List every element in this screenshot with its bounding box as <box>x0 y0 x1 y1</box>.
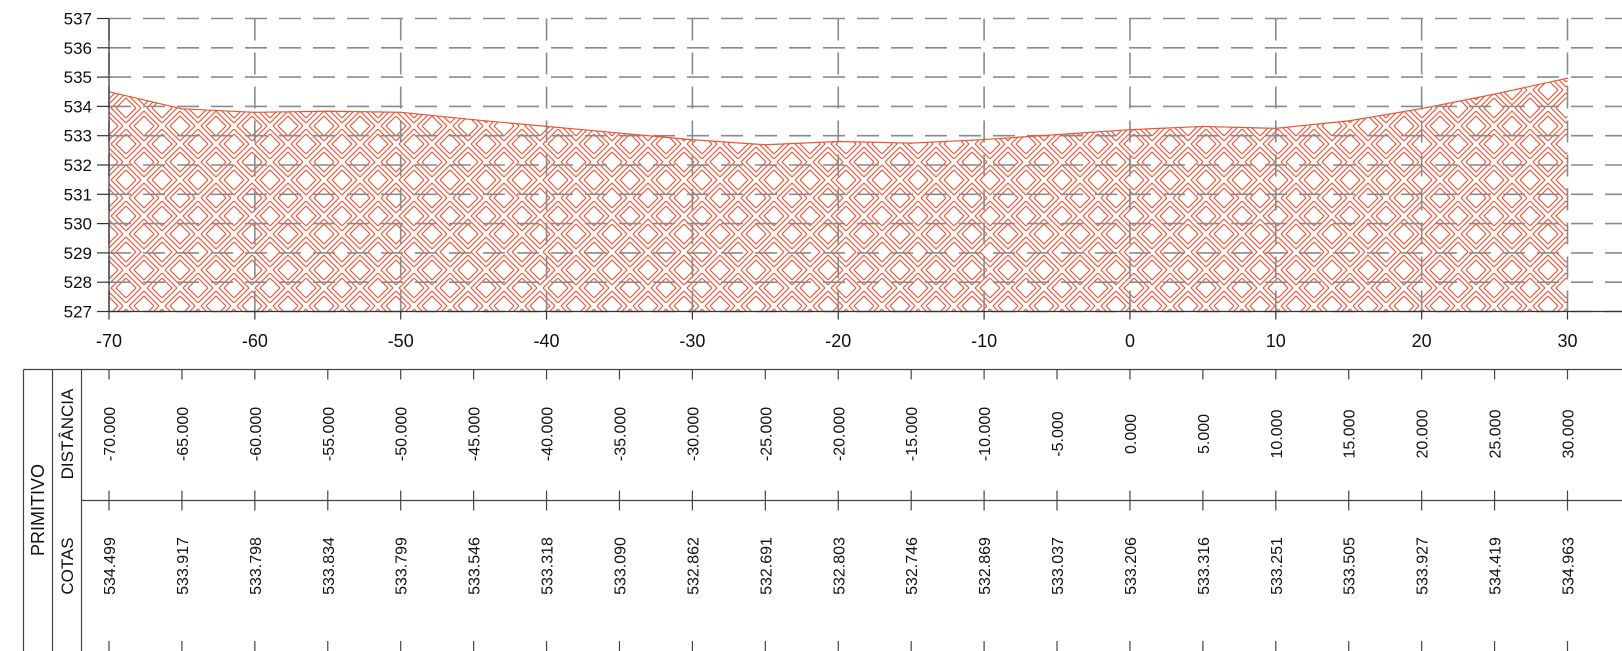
table-cell: -5.000 <box>1050 411 1067 456</box>
y-tick-label: 532 <box>64 156 92 175</box>
y-tick-label: 534 <box>64 97 92 116</box>
data-point <box>181 108 183 110</box>
table-cell: 25.000 <box>1488 409 1505 458</box>
data-table: PRIMITIVO DISTÂNCIA -70.000 -65.000 -60.000 -… <box>22 368 1622 651</box>
table-cell: -60.000 <box>248 407 265 461</box>
y-tick-label: 530 <box>64 215 92 234</box>
data-point <box>837 140 840 143</box>
data-point <box>1275 127 1277 130</box>
table-cell: 533.546 <box>467 537 484 595</box>
plot-area: 527 528 529 530 531 532 533 534 535 536 537 -70 -60 -… <box>64 10 1622 351</box>
table-cell: 533.206 <box>1123 537 1140 595</box>
table-cell: -20.000 <box>831 407 848 461</box>
data-point <box>1056 133 1058 136</box>
table-cell: 533.318 <box>540 537 557 595</box>
table-row-label: COTAS <box>58 537 77 594</box>
x-tick-label: -40 <box>534 331 560 351</box>
table-cell: -55.000 <box>321 407 338 461</box>
table-cell: 532.691 <box>758 537 775 595</box>
table-row-label: DISTÂNCIA <box>58 388 77 479</box>
table-cell: -50.000 <box>394 407 411 461</box>
table-cell: 533.917 <box>175 537 192 595</box>
data-point <box>1493 93 1496 95</box>
x-tick-label: 30 <box>1557 331 1577 351</box>
x-tick-label: 20 <box>1412 331 1432 351</box>
table-cell: 0.000 <box>1123 414 1140 454</box>
x-tick-label: -20 <box>825 331 851 351</box>
table-cell: 534.419 <box>1488 537 1505 595</box>
y-tick-label: 527 <box>64 303 92 322</box>
table-cell: 534.963 <box>1561 537 1578 595</box>
data-point <box>691 138 694 141</box>
table-cell: -15.000 <box>904 407 921 461</box>
table-cell: -10.000 <box>977 407 994 461</box>
x-tick-label: 10 <box>1266 331 1286 351</box>
table-cell: 533.316 <box>1196 537 1213 595</box>
table-cell: -35.000 <box>612 407 629 461</box>
y-tick-label: 529 <box>64 244 92 263</box>
y-tick-label: 536 <box>64 39 92 58</box>
x-tick-label: 0 <box>1125 331 1135 351</box>
x-tick-label: -30 <box>679 331 705 351</box>
table-cell: 533.834 <box>321 537 338 595</box>
data-point <box>1420 107 1423 110</box>
data-point <box>1202 125 1204 128</box>
table-cell: 533.927 <box>1415 537 1432 595</box>
x-tick-label: -50 <box>388 331 414 351</box>
data-point <box>545 125 548 128</box>
table-cell: 533.505 <box>1342 537 1359 595</box>
table-cell: 532.862 <box>685 537 702 595</box>
table-cell: -70.000 <box>102 407 119 461</box>
data-point <box>1347 120 1350 122</box>
table-cell: 533.251 <box>1269 537 1286 595</box>
table-cell: 20.000 <box>1415 409 1432 458</box>
y-tick-label: 533 <box>64 127 92 146</box>
table-cell: 533.798 <box>248 537 265 595</box>
table-cell: 15.000 <box>1342 409 1359 458</box>
data-point <box>326 110 329 113</box>
data-point <box>1129 128 1131 131</box>
data-point <box>472 118 475 121</box>
table-cell: -65.000 <box>175 407 192 461</box>
table-cell: 10.000 <box>1269 409 1286 458</box>
table-cell: -25.000 <box>758 407 775 461</box>
data-point <box>910 142 912 144</box>
table-cell: 532.803 <box>831 537 848 595</box>
table-cell: 534.499 <box>102 537 119 595</box>
table-group-label: PRIMITIVO <box>28 464 48 556</box>
data-point <box>618 132 621 134</box>
table-cell: 532.746 <box>904 537 921 595</box>
data-point <box>254 111 256 114</box>
data-point <box>983 138 985 141</box>
x-tick-label: -10 <box>971 331 997 351</box>
x-tick-label: -70 <box>96 331 122 351</box>
y-tick-label: 531 <box>64 185 92 204</box>
data-point <box>1566 77 1569 79</box>
table-cell: 5.000 <box>1196 414 1213 454</box>
x-tick-label: -60 <box>242 331 268 351</box>
table-cell: 533.799 <box>394 537 411 595</box>
table-cell: 532.869 <box>977 537 994 595</box>
table-cell: 533.037 <box>1050 537 1067 595</box>
table-cell: -30.000 <box>685 407 702 461</box>
table-cell: -40.000 <box>540 407 557 461</box>
table-cell: 533.090 <box>612 537 629 595</box>
y-tick-label: 528 <box>64 273 92 292</box>
y-tick-label: 535 <box>64 68 92 87</box>
table-cell: 30.000 <box>1561 409 1578 458</box>
data-point <box>764 143 767 146</box>
table-cell: -45.000 <box>467 407 484 461</box>
data-point <box>399 111 402 114</box>
y-tick-label: 537 <box>64 10 92 29</box>
